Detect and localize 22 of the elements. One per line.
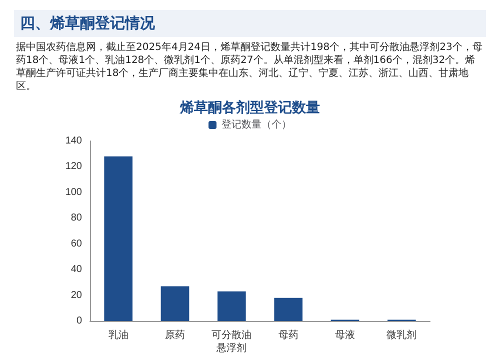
y-tick-label: 0: [76, 316, 82, 326]
x-tick-label: 微乳剂: [386, 329, 417, 341]
bar: [274, 298, 302, 321]
x-tick-label: 原药: [165, 329, 185, 341]
y-tick-label: 100: [65, 186, 82, 198]
y-tick-label: 60: [70, 238, 82, 250]
y-tick-label: 140: [65, 136, 82, 146]
legend-label: 登记数量（个）: [222, 118, 292, 130]
y-tick-label: 20: [70, 290, 82, 301]
bar: [160, 286, 190, 321]
x-tick-label: 母药: [278, 329, 298, 341]
x-tick-label: 母液: [335, 329, 355, 341]
chart-subtitle: 烯草酮各剂型登记数量: [179, 99, 320, 115]
bar: [104, 156, 132, 321]
x-tick-label: 乳油: [108, 329, 128, 341]
chart-title: 四、烯草酮登记情况: [14, 10, 486, 37]
y-tick-label: 80: [70, 212, 82, 224]
y-tick-label: 40: [70, 264, 82, 276]
x-tick-label: 可分散油悬浮剂: [212, 329, 252, 354]
y-tick-label: 120: [65, 161, 82, 172]
bar: [218, 291, 246, 321]
text: 据中国农药信息网，截止至2025年4月24日，烯草酮登记数量共计198个，其中可分散油悬浮剂23个，母药18个、母液1个、乳油128个、微乳剂1个、原药27个。从单混剂型来看，单剂166个，混剂32个。烯草酮生产许可证共计18个，生产厂商主要集中在山东、河北、辽宁、宁夏、江苏、浙江、山西、甘肃地区。: [16, 41, 484, 93]
